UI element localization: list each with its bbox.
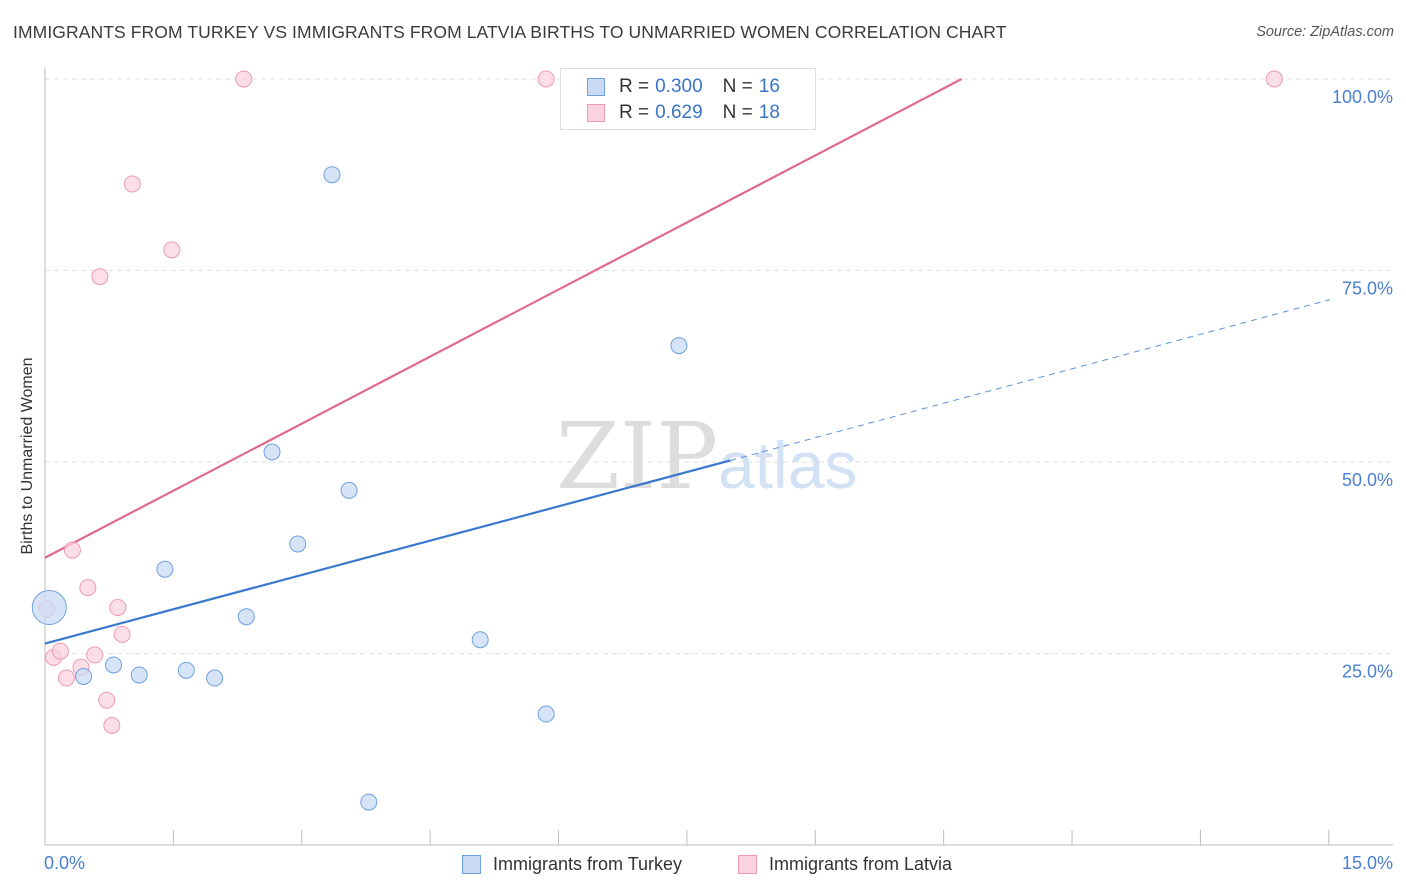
trend-extension-turkey <box>730 299 1331 461</box>
point-latvia <box>57 669 75 687</box>
point-turkey <box>360 793 378 811</box>
point-turkey <box>105 656 123 674</box>
x-tick-label-min: 0.0% <box>44 853 85 873</box>
bottom-legend-latvia: Immigrants from Latvia <box>738 852 952 876</box>
point-latvia <box>235 70 253 88</box>
legend-n-label: N = <box>722 76 753 97</box>
chart-title: IMMIGRANTS FROM TURKEY VS IMMIGRANTS FRO… <box>13 22 1007 42</box>
point-turkey <box>670 337 688 355</box>
point-turkey <box>156 560 174 578</box>
point-turkey <box>471 631 489 649</box>
source-label: Source: ZipAtlas.com <box>1256 24 1394 40</box>
point-latvia <box>163 241 181 259</box>
point-latvia <box>86 646 104 664</box>
point-turkey <box>130 666 148 684</box>
point-turkey <box>237 608 255 626</box>
bottom-legend-turkey: Immigrants from Turkey <box>462 852 682 876</box>
bottom-legend-swatch-turkey <box>462 854 481 874</box>
point-latvia <box>63 541 81 559</box>
legend-n-value-turkey: 16 <box>758 76 780 97</box>
y-tick-label: 100.0% <box>1332 87 1393 107</box>
trend-line-latvia <box>44 78 963 559</box>
point-turkey <box>75 667 93 685</box>
legend-r-value-latvia: 0.629 <box>655 102 703 123</box>
legend-r-label: R = <box>619 102 650 123</box>
point-turkey <box>537 705 555 723</box>
correlation-legend: R = 0.300 N = 16 R = 0.629 N = 18 <box>560 68 816 130</box>
x-tick-label-max: 15.0% <box>1342 853 1393 873</box>
data-points <box>31 70 1283 811</box>
point-latvia <box>123 175 141 193</box>
point-turkey <box>177 661 195 679</box>
y-tick-label: 75.0% <box>1342 279 1393 299</box>
point-turkey <box>289 535 307 553</box>
point-latvia <box>109 599 127 617</box>
watermark: ZIP atlas <box>556 403 857 510</box>
legend-swatch-latvia <box>587 104 605 122</box>
legend-n-label: N = <box>722 102 753 123</box>
axes <box>44 68 1393 846</box>
point-latvia <box>98 691 116 709</box>
point-latvia <box>537 70 555 88</box>
point-latvia <box>1265 70 1283 88</box>
legend-row-latvia: R = 0.629 N = 18 <box>587 101 780 125</box>
bottom-legend-label-latvia: Immigrants from Latvia <box>769 853 953 874</box>
point-turkey <box>263 443 281 461</box>
y-tick-label: 50.0% <box>1342 470 1393 490</box>
legend-r-value-turkey: 0.300 <box>655 76 703 97</box>
point-latvia <box>103 717 121 735</box>
gridlines <box>45 78 1393 654</box>
point-latvia <box>91 268 109 286</box>
point-latvia <box>51 642 69 660</box>
point-turkey <box>31 590 67 626</box>
trend-line-turkey <box>44 459 731 645</box>
legend-n-value-latvia: 18 <box>758 102 780 123</box>
bottom-legend-label-turkey: Immigrants from Turkey <box>493 853 683 874</box>
tick-labels: 25.0% 50.0% 75.0% 100.0% 0.0% 15.0% <box>44 87 1393 873</box>
point-latvia <box>113 625 131 643</box>
point-turkey <box>206 669 224 687</box>
legend-swatch-turkey <box>587 78 605 96</box>
legend-row-turkey: R = 0.300 N = 16 <box>587 75 780 99</box>
point-turkey <box>323 166 341 184</box>
point-latvia <box>79 579 97 597</box>
watermark-zip: ZIP <box>556 403 718 510</box>
bottom-legend-swatch-latvia <box>738 854 757 874</box>
legend-r-label: R = <box>619 76 650 97</box>
point-turkey <box>340 481 358 499</box>
watermark-atlas: atlas <box>718 428 857 502</box>
trend-lines <box>44 78 1331 645</box>
y-tick-label: 25.0% <box>1342 662 1393 682</box>
